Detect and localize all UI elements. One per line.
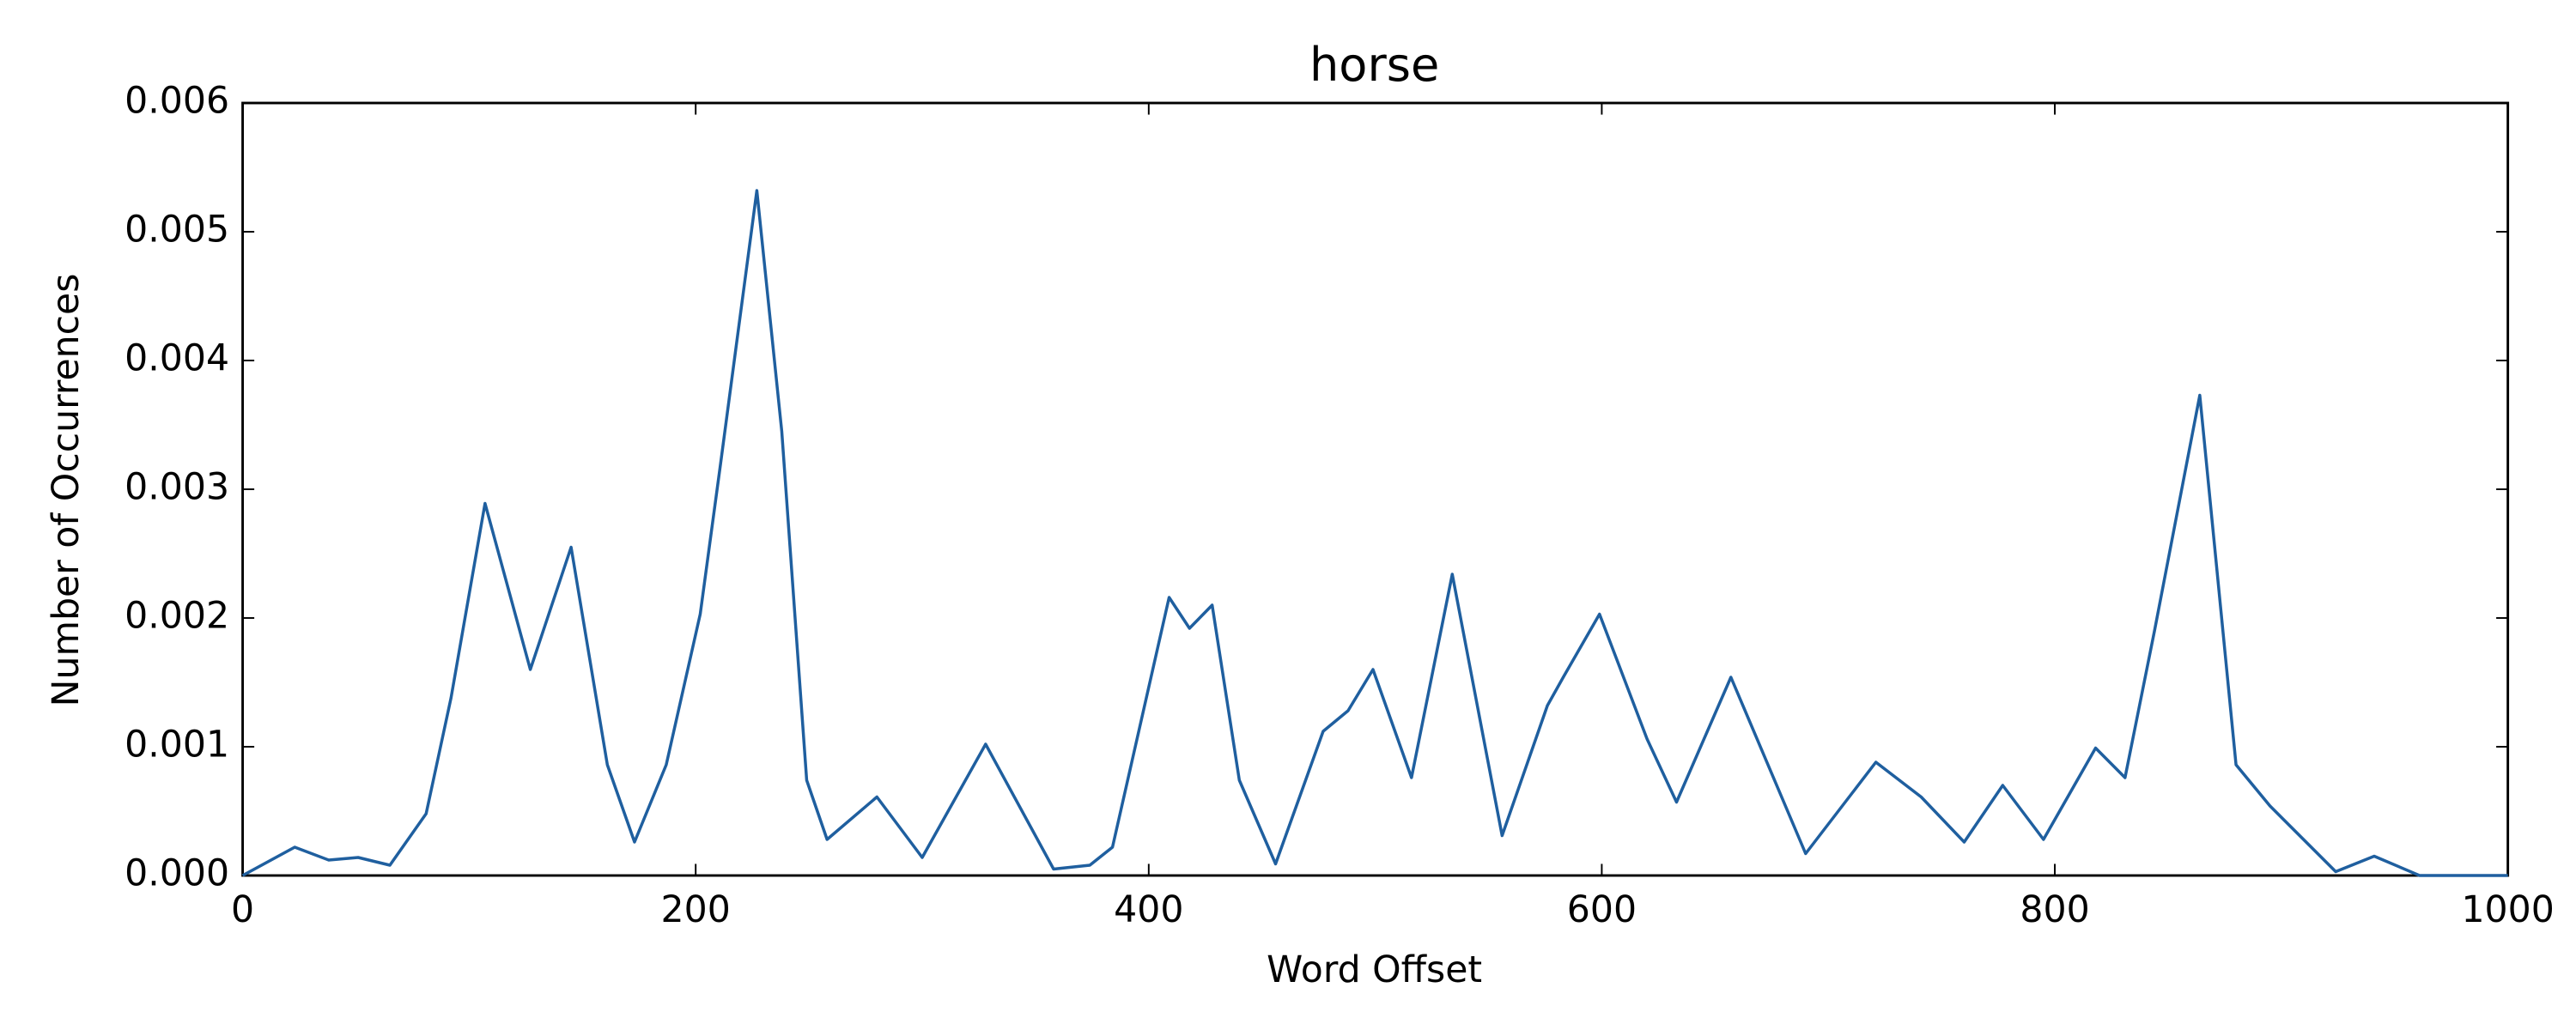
x-tick-label: 200 [661, 888, 731, 931]
x-axis-label: Word Offset [1267, 948, 1482, 991]
y-tick-label: 0.004 [125, 337, 229, 380]
y-axis-label: Number of Occurrences [45, 274, 88, 707]
y-tick-label: 0.001 [125, 724, 229, 766]
x-tick-label: 400 [1114, 888, 1183, 931]
chart-title: horse [1309, 38, 1439, 92]
y-tick-label: 0.003 [125, 466, 229, 509]
data-line [241, 189, 2508, 877]
x-tick-label: 600 [1567, 888, 1637, 931]
y-tick-label: 0.006 [125, 80, 229, 123]
y-tick-label: 0.002 [125, 595, 229, 638]
x-tick-label: 800 [2020, 888, 2089, 931]
plot-frame [241, 101, 2510, 877]
x-tick-label: 1000 [2461, 888, 2554, 931]
y-tick-label: 0.000 [125, 852, 229, 895]
y-tick-label: 0.005 [125, 209, 229, 251]
x-tick-label: 0 [231, 888, 254, 931]
